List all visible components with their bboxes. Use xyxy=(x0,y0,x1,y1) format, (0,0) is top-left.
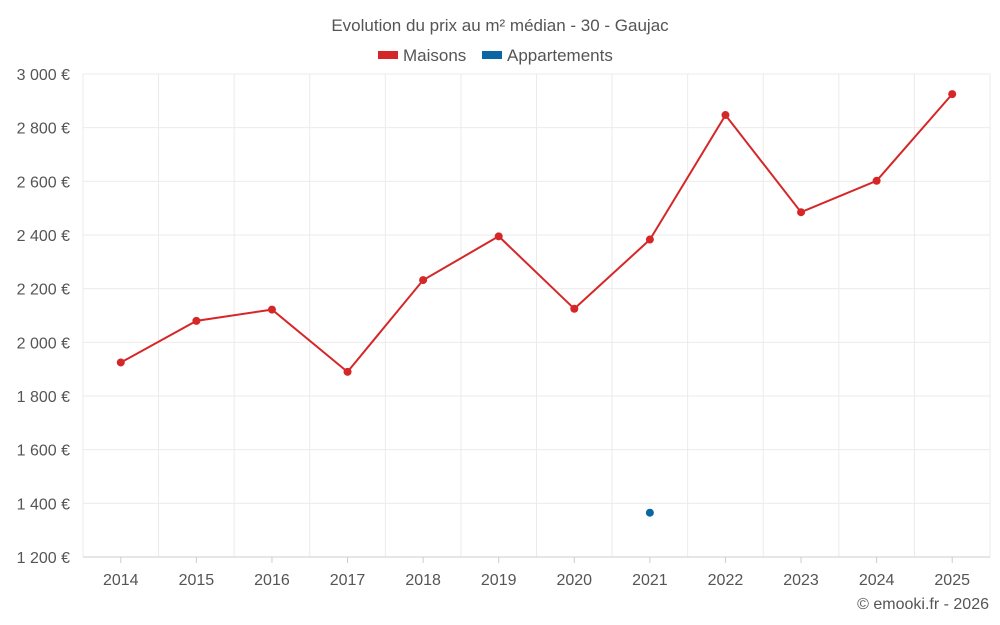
data-point-maisons[interactable] xyxy=(797,208,806,217)
y-tick-label: 2 800 € xyxy=(17,121,70,138)
y-tick-label: 2 400 € xyxy=(17,228,70,245)
legend: Maisons Appartements xyxy=(378,46,613,65)
data-point-maisons[interactable] xyxy=(494,232,503,241)
x-tick-label: 2019 xyxy=(481,572,517,589)
y-tick-label: 2 600 € xyxy=(17,174,70,191)
data-point-maisons[interactable] xyxy=(872,176,881,185)
x-tick-label: 2020 xyxy=(556,572,592,589)
y-tick-label: 1 200 € xyxy=(17,550,70,567)
y-tick-label: 1 400 € xyxy=(17,496,70,513)
plot-area xyxy=(116,90,957,517)
data-point-maisons[interactable] xyxy=(419,276,428,285)
credit-text: © emooki.fr - 2026 xyxy=(857,596,989,613)
data-point-appartements[interactable] xyxy=(645,508,654,517)
data-point-maisons[interactable] xyxy=(116,358,125,367)
y-tick-label: 1 800 € xyxy=(17,389,70,406)
gridlines xyxy=(82,73,991,557)
data-point-maisons[interactable] xyxy=(948,90,957,99)
x-tick-label: 2024 xyxy=(859,572,895,589)
x-tick-label: 2018 xyxy=(405,572,441,589)
x-tick-label: 2025 xyxy=(934,572,970,589)
x-axis: 2014 2015 2016 2017 2018 2019 2020 2021 2022 2023… xyxy=(83,556,990,589)
y-axis: 1 200 € 1 400 € 1 600 € 1 800 € 2 000 € 2 200… xyxy=(17,67,70,567)
y-tick-label: 2 200 € xyxy=(17,282,70,299)
data-point-maisons[interactable] xyxy=(267,305,276,314)
chart-title: Evolution du prix au m² médian - 30 - Ga… xyxy=(331,16,669,35)
y-tick-label: 3 000 € xyxy=(17,67,70,84)
x-tick-label: 2022 xyxy=(708,572,744,589)
x-tick-label: 2021 xyxy=(632,572,668,589)
data-point-maisons[interactable] xyxy=(192,316,201,325)
y-tick-label: 1 600 € xyxy=(17,443,70,460)
legend-label-appartements[interactable]: Appartements xyxy=(507,46,613,65)
data-point-maisons[interactable] xyxy=(645,235,654,244)
x-tick-label: 2016 xyxy=(254,572,290,589)
x-tick-label: 2014 xyxy=(103,572,139,589)
x-tick-label: 2015 xyxy=(179,572,215,589)
legend-swatch-appartements xyxy=(482,51,502,59)
legend-label-maisons[interactable]: Maisons xyxy=(403,46,466,65)
data-point-maisons[interactable] xyxy=(570,304,579,313)
y-tick-label: 2 000 € xyxy=(17,335,70,352)
legend-swatch-maisons xyxy=(378,51,398,59)
x-tick-label: 2023 xyxy=(783,572,819,589)
data-point-maisons[interactable] xyxy=(721,111,730,120)
series-line-maisons xyxy=(120,93,953,374)
x-tick-label: 2017 xyxy=(330,572,366,589)
data-point-maisons[interactable] xyxy=(343,367,352,376)
